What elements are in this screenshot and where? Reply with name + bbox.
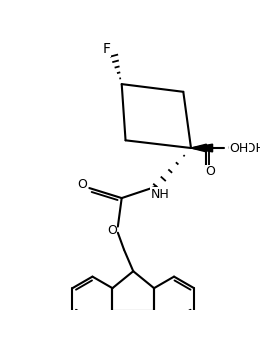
Text: NH: NH	[151, 188, 170, 201]
Text: O: O	[107, 224, 117, 237]
Text: O: O	[77, 178, 87, 191]
Text: OH: OH	[230, 142, 249, 155]
Polygon shape	[191, 144, 213, 152]
Polygon shape	[191, 144, 206, 152]
Text: COOH: COOH	[227, 142, 260, 155]
Text: F: F	[102, 42, 110, 56]
Text: O: O	[205, 165, 215, 179]
